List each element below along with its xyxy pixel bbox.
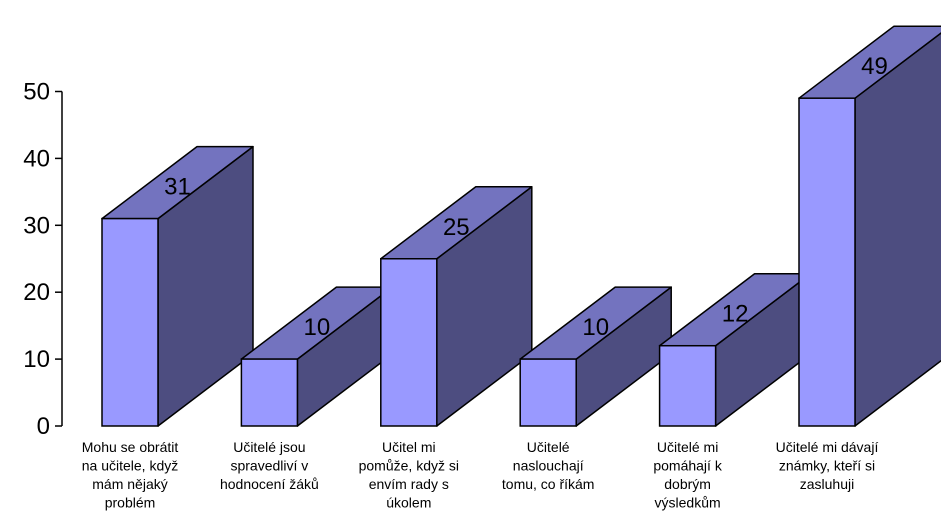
category-label-line: pomáhají k [653,458,722,474]
bar [798,25,941,427]
y-tick-label: 40 [23,145,50,172]
category-label-line: problém [105,495,156,511]
category-label-line: známky, kteří si [779,458,875,474]
category-label-line: pomůže, když si [359,458,459,474]
category-label-line: naslouchají [513,458,584,474]
category-label-line: hodnocení žáků [220,476,319,492]
category-label-line: Učitelé mi dávají [776,439,879,455]
bar [519,286,672,427]
bar-front-face [519,358,577,427]
category-label: Učitelé mi pomáhají k dobrým výsledkům [653,439,722,511]
category-label-line: tomu, co říkám [502,476,595,492]
category-labels: Mohu se obrátit na učitele, když mám nějak… [82,439,879,511]
bar-front-face [240,358,299,427]
bar [240,286,394,427]
category-label-line: mám nějaký [92,476,167,492]
bar-front-face [101,217,159,427]
category-label-line: Učitelé jsou [233,439,305,455]
value-label: 49 [861,53,888,80]
category-label: Učitelé naslouchají tomu, co říkám [502,439,595,492]
category-label-line: zasluhuji [800,476,854,492]
value-label: 10 [582,314,609,341]
category-label-line: envím rady s [369,476,449,492]
category-label: Učitelé jsou spravedliví v hodnocení žáků [220,439,319,492]
category-label-line: na učitele, když [82,458,179,474]
y-tick-label: 50 [23,79,50,106]
bar-front-face [380,258,438,427]
value-label: 31 [164,174,191,201]
category-label-line: výsledkům [655,495,721,511]
y-tick-label: 30 [23,212,50,239]
category-label-line: dobrým [664,476,711,492]
value-label: 10 [304,314,331,341]
category-label: Učitel mi pomůže, když si envím rady s úkol… [359,439,459,511]
category-label-line: Učitelé [527,439,570,455]
category-label: Učitelé mi dávají známky, kteří si zasluhu… [776,439,879,492]
value-label: 25 [443,214,470,241]
value-label: 12 [722,301,749,328]
bars-layer [101,25,941,427]
category-label-line: spravedliví v [230,458,308,474]
category-label: Mohu se obrátit na učitele, když mám nějak… [82,439,179,511]
y-tick-label: 10 [23,346,50,373]
value-labels: 31 10 25 10 12 49 [164,53,888,341]
y-tick-label: 0 [37,413,50,440]
category-label-line: úkolem [386,495,431,511]
bar [658,272,812,427]
y-axis: 0 10 20 30 40 50 [23,79,63,440]
category-label-line: Mohu se obrátit [82,439,179,455]
y-tick-label: 20 [23,279,50,306]
category-label-line: Učitelé mi [657,439,718,455]
bar [380,186,533,427]
bar [101,145,254,427]
category-label-line: Učitel mi [382,439,436,455]
bar-front-face [658,344,717,427]
bar-front-face [798,97,856,427]
